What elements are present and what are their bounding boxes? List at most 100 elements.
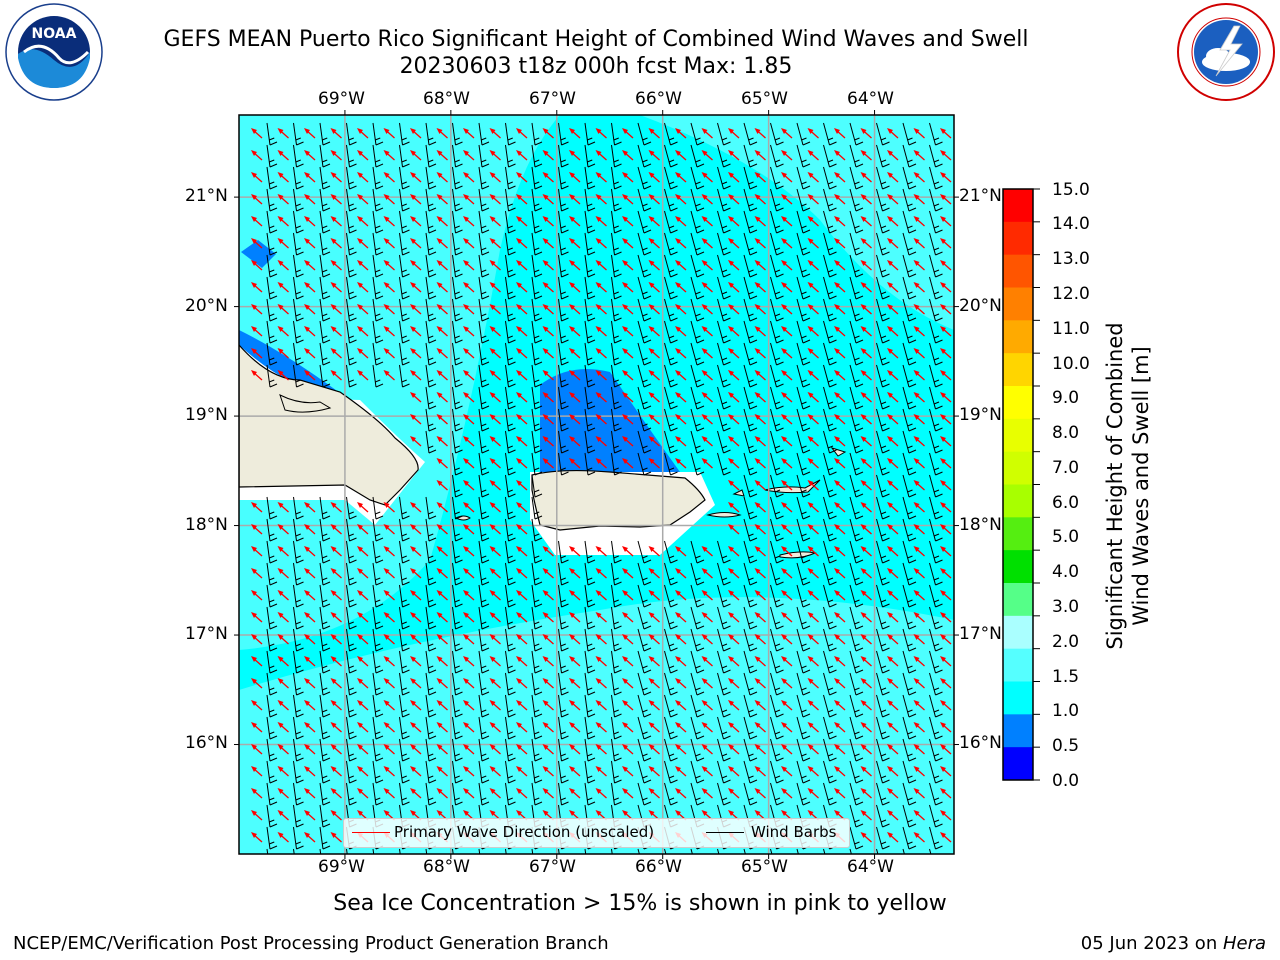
wave-direction-arrow xyxy=(675,216,687,227)
wave-direction-arrow xyxy=(913,326,925,337)
wave-direction-arrow xyxy=(887,788,899,799)
wave-direction-arrow xyxy=(754,678,766,689)
wave-direction-arrow xyxy=(781,788,793,799)
wind-barb xyxy=(929,518,943,542)
wind-barb xyxy=(478,144,490,168)
wave-direction-arrow xyxy=(304,590,316,601)
wave-direction-arrow xyxy=(357,744,369,755)
wind-barb xyxy=(266,210,278,234)
wind-barb xyxy=(717,562,731,586)
wind-barb xyxy=(584,144,596,168)
wind-barb xyxy=(293,540,304,564)
wave-direction-arrow xyxy=(834,150,846,161)
wave-direction-arrow xyxy=(595,216,607,227)
wave-direction-arrow xyxy=(595,744,607,755)
wind-barb xyxy=(319,694,331,718)
wave-direction-arrow xyxy=(675,260,687,271)
wind-barb xyxy=(319,188,331,212)
wave-direction-arrow xyxy=(834,392,846,403)
wave-direction-arrow xyxy=(887,568,899,579)
wind-barb xyxy=(584,166,596,190)
wave-direction-arrow xyxy=(463,348,475,359)
wave-direction-arrow xyxy=(357,194,369,205)
wind-barb xyxy=(611,210,622,234)
wind-barb xyxy=(319,144,331,168)
wind-barb xyxy=(319,540,331,564)
wave-direction-arrow xyxy=(913,414,925,425)
wave-direction-arrow xyxy=(542,656,554,667)
wave-direction-arrow xyxy=(940,414,952,425)
wind-barb xyxy=(319,606,331,630)
wave-direction-arrow xyxy=(463,744,475,755)
wind-barb xyxy=(505,408,516,432)
wave-direction-arrow xyxy=(807,128,819,139)
wind-barb xyxy=(452,518,463,542)
wind-barb xyxy=(929,254,943,278)
wind-barb xyxy=(611,694,622,718)
wave-direction-arrow xyxy=(834,568,846,579)
wind-barb xyxy=(743,144,758,168)
wave-direction-arrow xyxy=(940,766,952,777)
wind-barb xyxy=(823,210,837,234)
wind-barb xyxy=(796,298,811,322)
wave-direction-arrow xyxy=(383,612,395,623)
wind-barb xyxy=(399,122,410,146)
wave-direction-arrow xyxy=(436,370,448,381)
wind-barb xyxy=(796,760,811,784)
wave-direction-arrow xyxy=(728,348,740,359)
wave-direction-arrow xyxy=(913,172,925,183)
wave-direction-arrow xyxy=(542,370,554,381)
wind-barb xyxy=(558,320,569,344)
wave-direction-arrow xyxy=(701,436,713,447)
wave-direction-arrow xyxy=(807,788,819,799)
land-culebra xyxy=(732,489,745,497)
wind-barb xyxy=(372,276,384,300)
wind-barb xyxy=(902,716,917,740)
wind-barb xyxy=(399,254,410,278)
wave-direction-arrow xyxy=(622,744,634,755)
wind-barb xyxy=(770,254,784,278)
wave-direction-arrow xyxy=(277,788,289,799)
wave-direction-arrow xyxy=(410,348,422,359)
wave-direction-arrow xyxy=(887,216,899,227)
wave-direction-arrow xyxy=(330,370,342,381)
colorbar-tick-label: 2.0 xyxy=(1052,632,1080,652)
colorbar-backdrop xyxy=(1003,180,1033,780)
wind-barb xyxy=(452,188,463,212)
wave-direction-arrow xyxy=(330,766,342,777)
wind-barb xyxy=(319,628,331,652)
wave-direction-arrow xyxy=(569,194,581,205)
wave-direction-arrow xyxy=(754,216,766,227)
wave-direction-arrow xyxy=(781,348,793,359)
wave-direction-arrow xyxy=(622,634,634,645)
wind-barb xyxy=(346,540,357,564)
wave-direction-arrow xyxy=(383,348,395,359)
wind-barb xyxy=(531,232,543,256)
wave-direction-arrow xyxy=(383,304,395,315)
wind-barb xyxy=(664,606,678,630)
wind-barb xyxy=(849,144,864,168)
wind-barb xyxy=(346,122,357,146)
wind-barb xyxy=(584,452,596,476)
wave-direction-arrow xyxy=(569,414,581,425)
wave-direction-arrow xyxy=(860,238,872,249)
wave-direction-arrow xyxy=(940,568,952,579)
wave-direction-arrow xyxy=(410,590,422,601)
wave-direction-arrow xyxy=(304,612,316,623)
wind-barb xyxy=(452,672,463,696)
wind-barb xyxy=(743,452,758,476)
wave-direction-arrow xyxy=(357,678,369,689)
wind-barb xyxy=(425,386,437,410)
wind-barb xyxy=(823,540,837,564)
wind-barb xyxy=(823,650,837,674)
wave-direction-arrow xyxy=(834,788,846,799)
legend-barbs-label: Wind Barbs xyxy=(751,823,837,841)
wave-direction-arrow xyxy=(834,590,846,601)
wind-barb xyxy=(531,452,543,476)
wind-barb xyxy=(584,232,596,256)
wave-direction-arrow xyxy=(675,700,687,711)
wave-direction-arrow xyxy=(330,590,342,601)
wave-direction-arrow xyxy=(304,502,316,513)
wave-direction-arrow xyxy=(675,326,687,337)
wind-barb xyxy=(319,320,331,344)
